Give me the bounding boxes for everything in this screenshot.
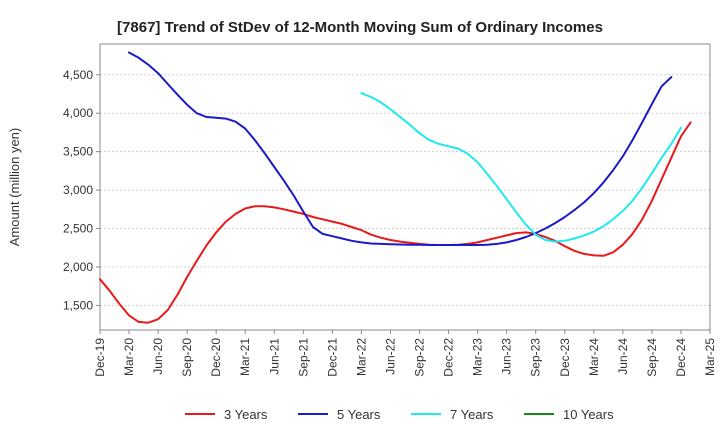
x-tick-label: Mar-23 <box>471 338 485 376</box>
series-line-3-years <box>99 121 692 324</box>
x-tick-label: Sep-21 <box>296 338 310 377</box>
x-tick-label: Sep-22 <box>413 338 427 377</box>
y-axis: 1,500 2,000 2,500 3,000 3,500 4,000 4,500 <box>63 68 100 312</box>
x-tick-label: Mar-22 <box>354 338 368 376</box>
x-tick-label: Jun-23 <box>500 338 514 375</box>
legend-item: 10 Years <box>524 407 614 422</box>
x-tick-label: Jun-20 <box>151 338 165 375</box>
legend-item: 5 Years <box>298 407 381 422</box>
legend: 3 Years 5 Years 7 Years 10 Years <box>185 407 614 422</box>
y-tick-label: 2,500 <box>63 222 93 236</box>
x-tick-label: Dec-22 <box>442 338 456 377</box>
series-line-5-years <box>128 51 673 246</box>
y-tick-label: 3,000 <box>63 183 93 197</box>
y-tick-label: 3,500 <box>63 145 93 159</box>
legend-item: 3 Years <box>185 407 268 422</box>
x-tick-label: Jun-24 <box>616 338 630 375</box>
y-tick-label: 2,000 <box>63 260 93 274</box>
x-tick-label: Dec-20 <box>209 338 223 377</box>
legend-label: 10 Years <box>563 407 614 422</box>
y-axis-label: Amount (million yen) <box>7 128 22 247</box>
x-tick-label: Mar-21 <box>238 338 252 376</box>
x-tick-label: Jun-21 <box>267 338 281 375</box>
legend-label: 7 Years <box>450 407 494 422</box>
x-tick-label: Jun-22 <box>383 338 397 375</box>
y-tick-label: 4,000 <box>63 106 93 120</box>
series-line-7-years <box>360 92 682 243</box>
plot-frame <box>99 43 711 331</box>
series-layer <box>99 51 692 324</box>
x-axis: Dec-19 Mar-20 Jun-20 Sep-20 Dec-20 Mar-21 Jun-… <box>93 330 717 377</box>
x-tick-label: Dec-21 <box>325 338 339 377</box>
x-tick-label: Sep-24 <box>645 338 659 377</box>
legend-label: 5 Years <box>337 407 381 422</box>
x-tick-label: Sep-23 <box>529 338 543 377</box>
y-tick-label: 1,500 <box>63 298 93 312</box>
grid <box>100 74 710 306</box>
y-tick-label: 4,500 <box>63 68 93 82</box>
x-tick-label: Mar-25 <box>703 338 717 376</box>
x-tick-label: Mar-20 <box>122 338 136 376</box>
legend-label: 3 Years <box>224 407 268 422</box>
x-tick-label: Mar-24 <box>587 338 601 376</box>
chart-title: [7867] Trend of StDev of 12-Month Moving… <box>117 19 603 36</box>
x-tick-label: Dec-24 <box>674 338 688 377</box>
x-tick-label: Sep-20 <box>180 338 194 377</box>
x-tick-label: Dec-23 <box>558 338 572 377</box>
x-tick-label: Dec-19 <box>93 338 107 377</box>
legend-item: 7 Years <box>411 407 494 422</box>
